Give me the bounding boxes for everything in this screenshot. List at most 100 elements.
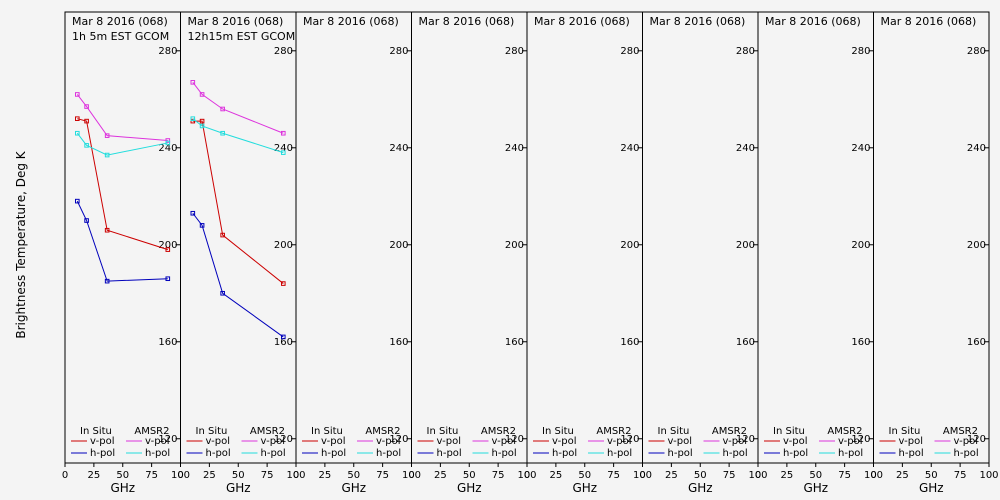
data-point [280,150,286,155]
legend-amsr2-v-label: v-pol [376,436,401,447]
y-tick-label: 160 [505,337,524,348]
y-tick-label: 280 [620,46,639,57]
legend-in-situ-h-label: h-pol [321,448,346,459]
data-point [199,223,205,228]
x-tick-label: 0 [870,470,876,481]
x-tick-label: 100 [979,470,998,481]
x-tick-label: 25 [203,470,216,481]
x-tick-label: 0 [62,470,68,481]
data-point [280,281,286,286]
data-point [104,278,110,284]
x-tick-label: 75 [954,470,967,481]
y-tick-label: 200 [620,240,639,251]
x-tick-label: 0 [639,470,645,481]
legend-amsr2-h-label: h-pol [723,448,748,459]
x-tick-label: 25 [550,470,563,481]
legend-in-situ-h-label: h-pol [668,448,693,459]
panel-title: Mar 8 2016 (068) [881,15,977,28]
legend-amsr2-label: AMSR2 [134,426,169,437]
series-line [192,82,284,134]
legend-amsr2-v-label: v-pol [954,436,979,447]
x-axis-label: GHz [688,481,713,495]
legend-amsr2-h-label: h-pol [492,448,517,459]
data-point [104,133,110,138]
x-tick-label: 50 [232,470,245,481]
panel-title: Mar 8 2016 (068) [72,15,168,28]
data-point [190,80,196,85]
legend-in-situ-v-label: v-pol [899,436,924,447]
legend-in-situ-v-label: v-pol [90,436,115,447]
x-tick-label: 0 [755,470,761,481]
y-tick-label: 240 [505,143,524,154]
x-tick-label: 50 [925,470,938,481]
data-point [84,143,89,148]
y-tick-label: 120 [274,434,293,445]
legend-in-situ-label: In Situ [80,426,112,437]
x-tick-label: 25 [665,470,678,481]
legend-in-situ-label: In Situ [427,426,459,437]
x-tick-label: 25 [896,470,909,481]
y-tick-label: 160 [851,337,870,348]
legend-amsr2-h-label: h-pol [145,448,170,459]
y-tick-label: 240 [967,143,986,154]
x-tick-label: 100 [633,470,652,481]
data-point [220,106,225,112]
x-tick-label: 50 [463,470,476,481]
series-line [192,118,284,154]
data-point [190,210,196,216]
x-tick-label: 50 [694,470,707,481]
legend-amsr2-label: AMSR2 [712,426,747,437]
x-tick-label: 75 [145,470,158,481]
data-point [75,130,80,136]
y-tick-label: 120 [967,434,986,445]
panel-subtitle: 12h15m EST GCOM [188,30,296,43]
panel-title: Mar 8 2016 (068) [765,15,861,28]
legend-in-situ-label: In Situ [773,426,805,437]
data-point [165,247,171,252]
legend-in-situ-h-label: h-pol [899,448,924,459]
y-tick-label: 240 [851,143,870,154]
x-tick-label: 100 [402,470,421,481]
panels-group: Mar 8 2016 (068) 1h 5m EST GCOM 120 160 200 2… [62,11,999,495]
panel-title: Mar 8 2016 (068) [419,15,515,28]
data-point [190,116,196,121]
series-line [76,132,168,156]
data-point [220,290,225,296]
x-axis-label: GHz [341,481,366,495]
y-tick-label: 160 [389,337,408,348]
y-tick-label: 200 [851,240,870,251]
series-line [192,120,284,284]
legend-amsr2-label: AMSR2 [827,426,862,437]
y-tick-label: 200 [158,240,177,251]
y-tick-label: 240 [620,143,639,154]
y-tick-label: 280 [851,46,870,57]
x-axis-label: GHz [919,481,944,495]
y-tick-label: 120 [505,434,524,445]
y-tick-label: 200 [505,240,524,251]
data-point [165,276,171,282]
data-point [84,104,89,109]
x-tick-label: 0 [293,470,299,481]
y-tick-label: 200 [967,240,986,251]
x-tick-label: 100 [748,470,767,481]
legend-amsr2-label: AMSR2 [365,426,400,437]
legend-in-situ-v-label: v-pol [783,436,808,447]
y-tick-label: 120 [389,434,408,445]
x-tick-label: 50 [578,470,591,481]
legend-in-situ-label: In Situ [889,426,921,437]
data-point [199,123,205,129]
y-tick-label: 240 [158,143,177,154]
x-tick-label: 75 [723,470,736,481]
x-tick-label: 75 [261,470,274,481]
y-tick-label: 120 [158,434,177,445]
y-tick-label: 160 [274,337,293,348]
legend-in-situ-v-label: v-pol [437,436,462,447]
y-tick-label: 160 [736,337,755,348]
x-tick-label: 100 [517,470,536,481]
series-line [76,94,168,142]
legend-amsr2-v-label: v-pol [838,436,863,447]
legend-amsr2-label: AMSR2 [596,426,631,437]
data-point [280,130,286,136]
y-tick-label: 280 [158,46,177,57]
x-tick-label: 0 [408,470,414,481]
